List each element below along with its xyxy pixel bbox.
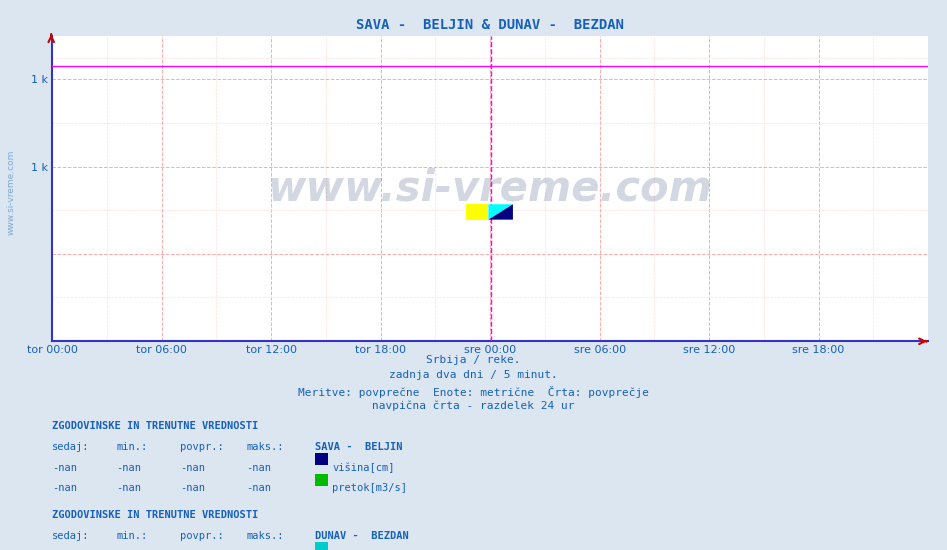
Text: -nan: -nan — [116, 483, 141, 493]
Text: sedaj:: sedaj: — [52, 531, 90, 541]
Text: min.:: min.: — [116, 442, 148, 452]
Text: SAVA -  BELJIN: SAVA - BELJIN — [315, 442, 402, 452]
Text: pretok[m3/s]: pretok[m3/s] — [332, 483, 407, 493]
Text: maks.:: maks.: — [246, 531, 284, 541]
Polygon shape — [489, 204, 513, 219]
Text: povpr.:: povpr.: — [180, 442, 223, 452]
Title: SAVA -  BELJIN & DUNAV -  BEZDAN: SAVA - BELJIN & DUNAV - BEZDAN — [356, 18, 624, 32]
Text: maks.:: maks.: — [246, 442, 284, 452]
Text: -nan: -nan — [52, 483, 77, 493]
Text: -nan: -nan — [180, 483, 205, 493]
Text: min.:: min.: — [116, 531, 148, 541]
Text: višina[cm]: višina[cm] — [332, 463, 395, 473]
Text: ZGODOVINSKE IN TRENUTNE VREDNOSTI: ZGODOVINSKE IN TRENUTNE VREDNOSTI — [52, 510, 259, 520]
Text: zadnja dva dni / 5 minut.: zadnja dva dni / 5 minut. — [389, 370, 558, 380]
Text: DUNAV -  BEZDAN: DUNAV - BEZDAN — [315, 531, 409, 541]
Text: Srbija / reke.: Srbija / reke. — [426, 355, 521, 365]
Bar — [466, 204, 489, 219]
Text: -nan: -nan — [246, 483, 271, 493]
Text: sedaj:: sedaj: — [52, 442, 90, 452]
Text: povpr.:: povpr.: — [180, 531, 223, 541]
Text: -nan: -nan — [246, 463, 271, 472]
Text: Meritve: povprečne  Enote: metrične  Črta: povprečje: Meritve: povprečne Enote: metrične Črta:… — [298, 386, 649, 398]
Text: -nan: -nan — [52, 463, 77, 472]
Text: www.si-vreme.com: www.si-vreme.com — [268, 167, 712, 210]
Text: navpična črta - razdelek 24 ur: navpična črta - razdelek 24 ur — [372, 401, 575, 411]
Polygon shape — [489, 204, 513, 219]
Text: -nan: -nan — [116, 463, 141, 472]
Text: -nan: -nan — [180, 463, 205, 472]
Text: ZGODOVINSKE IN TRENUTNE VREDNOSTI: ZGODOVINSKE IN TRENUTNE VREDNOSTI — [52, 421, 259, 431]
Text: www.si-vreme.com: www.si-vreme.com — [7, 150, 16, 235]
